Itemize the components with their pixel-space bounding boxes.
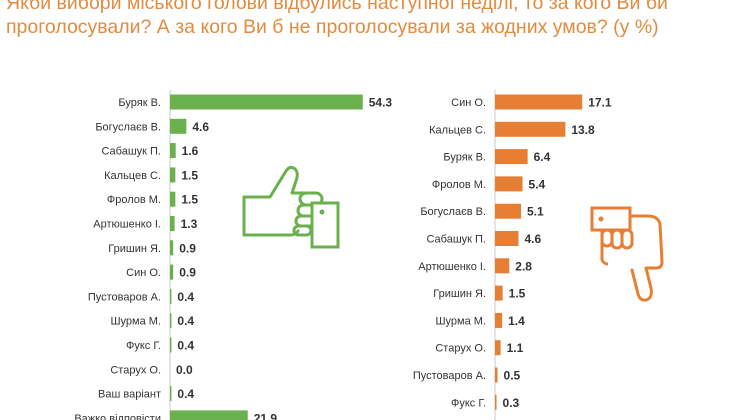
- category-label: Буряк В.: [118, 97, 161, 109]
- value-label: 0.0: [176, 363, 193, 377]
- bar: [170, 240, 174, 256]
- value-label: 1.1: [507, 341, 524, 355]
- value-label: 4.6: [192, 120, 209, 134]
- category-label: Фролов М.: [107, 194, 161, 206]
- value-label: 5.1: [527, 205, 544, 219]
- bar: [170, 94, 363, 110]
- value-label: 1.4: [508, 314, 525, 328]
- value-label: 4.6: [524, 232, 541, 246]
- category-label: Фролов М.: [432, 179, 486, 191]
- value-label: 6.4: [534, 150, 551, 164]
- bar: [170, 118, 187, 134]
- value-label: 0.4: [177, 387, 194, 401]
- category-label: Артюшенко І.: [93, 219, 161, 231]
- category-label: Пустоваров А.: [88, 291, 161, 303]
- category-label: Сабашук П.: [426, 234, 486, 246]
- value-label: 13.8: [571, 123, 595, 137]
- bar: [495, 94, 583, 110]
- value-label: 54.3: [369, 96, 393, 110]
- value-label: 0.5: [504, 369, 521, 383]
- bar: [495, 176, 523, 192]
- category-label: Ваш варіант: [98, 389, 161, 401]
- bar: [495, 203, 522, 219]
- category-label: Син О.: [451, 97, 486, 109]
- value-label: 1.3: [181, 217, 198, 231]
- thumbs-down-icon: [590, 206, 664, 302]
- value-label: 2.8: [515, 259, 532, 273]
- bar: [170, 386, 172, 402]
- bar: [170, 264, 174, 280]
- bar: [495, 394, 497, 410]
- thumbs-up-icon: [242, 165, 340, 249]
- bar: [170, 143, 176, 159]
- value-label: 1.5: [181, 193, 198, 207]
- bar: [495, 121, 566, 137]
- value-label: 1.5: [509, 287, 526, 301]
- bar: [495, 312, 503, 328]
- category-label: Старух О.: [110, 364, 161, 376]
- category-label: Шурма М.: [110, 316, 161, 328]
- category-label: Син О.: [126, 267, 161, 279]
- category-label: Важко відповісти: [74, 413, 161, 420]
- category-label: Гришин Я.: [108, 243, 161, 255]
- category-label: Артюшенко І.: [418, 261, 486, 273]
- category-label: Кальцев С.: [429, 124, 486, 136]
- chart-title: Якби вибори міського голови відбулись на…: [6, 0, 668, 38]
- value-label: 1.5: [181, 168, 198, 182]
- bar: [170, 216, 175, 231]
- value-label: 1.6: [182, 144, 199, 158]
- bar: [170, 410, 248, 420]
- category-label: Фукс Г.: [451, 397, 486, 409]
- value-label: 0.9: [179, 241, 196, 255]
- value-label: 5.4: [529, 177, 546, 191]
- bar: [495, 285, 503, 301]
- category-label: Буряк В.: [443, 152, 486, 164]
- category-label: Пустоваров А.: [413, 370, 486, 382]
- bar: [170, 337, 172, 353]
- bar: [495, 258, 510, 274]
- category-label: Старух О.: [435, 343, 486, 355]
- category-label: Богуслаєв В.: [95, 121, 161, 133]
- bar: [495, 231, 519, 246]
- value-label: 0.9: [179, 266, 196, 280]
- bar: [170, 313, 172, 329]
- category-label: Кальцев С.: [104, 170, 161, 182]
- category-label: Богуслаєв В.: [420, 206, 486, 218]
- value-label: 0.4: [177, 290, 194, 304]
- bar: [170, 167, 176, 183]
- bar: [170, 191, 176, 207]
- value-label: 0.4: [177, 339, 194, 353]
- category-label: Фукс Г.: [126, 340, 161, 352]
- category-label: Шурма М.: [435, 315, 486, 327]
- value-label: 17.1: [588, 96, 612, 110]
- category-label: Гришин Я.: [433, 288, 486, 300]
- value-label: 0.3: [503, 396, 520, 410]
- bar: [495, 149, 528, 165]
- value-label: 0.4: [177, 314, 194, 328]
- bar: [495, 340, 501, 356]
- bar: [170, 288, 172, 304]
- bar: [495, 367, 498, 383]
- value-label: 21.9: [254, 411, 278, 420]
- category-label: Сабашук П.: [101, 146, 161, 158]
